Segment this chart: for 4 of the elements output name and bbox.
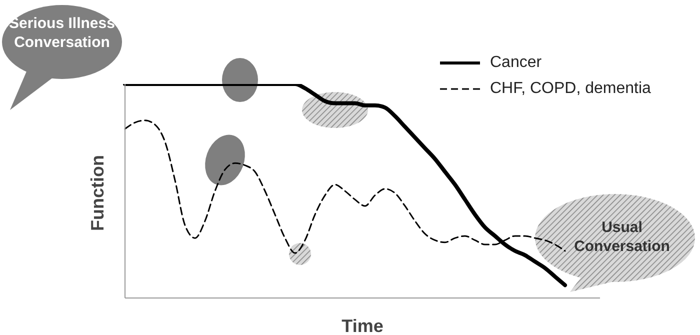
- legend-label: Cancer: [490, 54, 542, 72]
- x-axis-title: Time: [342, 316, 384, 335]
- y-axis-title: Function: [87, 155, 108, 231]
- legend-label: CHF, COPD, dementia: [490, 80, 651, 98]
